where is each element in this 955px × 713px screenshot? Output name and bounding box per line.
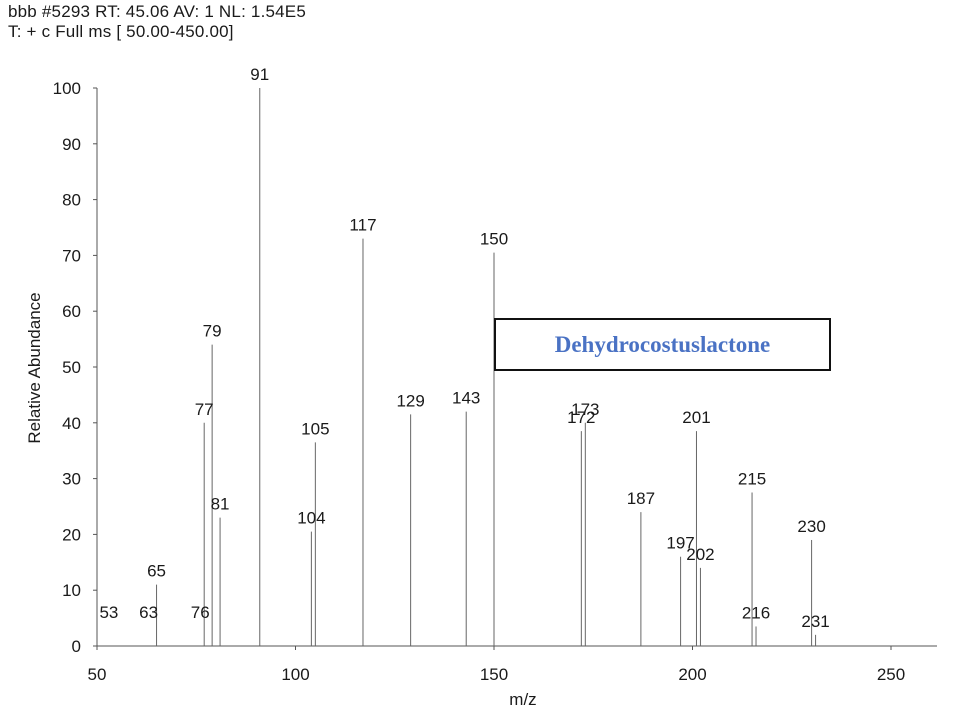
peak-label-197: 197 bbox=[666, 534, 694, 553]
peak-lines bbox=[156, 88, 817, 646]
peak-label-91: 91 bbox=[250, 65, 269, 84]
compound-name-label: Dehydrocostuslactone bbox=[554, 331, 771, 357]
peak-label-230: 230 bbox=[797, 517, 825, 536]
y-tick-label: 90 bbox=[62, 135, 81, 154]
x-tick-label: 250 bbox=[877, 665, 905, 684]
peak-label-216: 216 bbox=[742, 603, 770, 622]
y-tick-label: 80 bbox=[62, 191, 81, 210]
peak-label-53: 53 bbox=[99, 603, 118, 622]
scan-filter-header: T: + c Full ms [ 50.00-450.00] bbox=[8, 22, 234, 41]
peak-label-129: 129 bbox=[396, 391, 424, 410]
peak-label-105: 105 bbox=[301, 419, 329, 438]
y-tick-label: 70 bbox=[62, 246, 81, 265]
y-tick-label: 40 bbox=[62, 414, 81, 433]
y-tick-label: 30 bbox=[62, 470, 81, 489]
x-tick-label: 200 bbox=[678, 665, 706, 684]
y-tick-label: 0 bbox=[72, 637, 81, 656]
y-tick-label: 50 bbox=[62, 358, 81, 377]
x-tick-label: 50 bbox=[88, 665, 107, 684]
x-tick-label: 100 bbox=[281, 665, 309, 684]
peak-label-173: 173 bbox=[571, 400, 599, 419]
chart-axes: 0 10 20 30 40 50 60 70 80 90 100 50 100 150 200 250 m/z R… bbox=[25, 79, 937, 709]
y-tick-label: 20 bbox=[62, 525, 81, 544]
y-tick-label: 60 bbox=[62, 302, 81, 321]
peak-label-143: 143 bbox=[452, 389, 480, 408]
scan-info-header: bbb #5293 RT: 45.06 AV: 1 NL: 1.54E5 bbox=[8, 2, 306, 21]
peak-label-215: 215 bbox=[738, 470, 766, 489]
x-tick-label: 150 bbox=[480, 665, 508, 684]
peak-label-63: 63 bbox=[139, 603, 158, 622]
peak-label-65: 65 bbox=[147, 562, 166, 581]
peak-label-76: 76 bbox=[191, 603, 210, 622]
peak-label-150: 150 bbox=[480, 230, 508, 249]
peak-label-187: 187 bbox=[627, 489, 655, 508]
y-axis-title: Relative Abundance bbox=[25, 292, 44, 443]
y-tick-label: 100 bbox=[53, 79, 81, 98]
compound-annotation-box: Dehydrocostuslactone bbox=[494, 318, 831, 371]
peak-label-202: 202 bbox=[686, 545, 714, 564]
peak-label-231: 231 bbox=[801, 612, 829, 631]
peak-label-117: 117 bbox=[349, 216, 376, 235]
peak-label-77: 77 bbox=[195, 400, 214, 419]
peak-label-79: 79 bbox=[203, 322, 222, 341]
y-tick-label: 10 bbox=[62, 581, 81, 600]
peak-label-104: 104 bbox=[297, 509, 325, 528]
x-axis-title: m/z bbox=[509, 690, 536, 709]
peak-label-201: 201 bbox=[682, 408, 710, 427]
peak-label-172: 172 bbox=[567, 408, 595, 427]
peak-label-81: 81 bbox=[211, 495, 230, 514]
peak-labels: 53 63 65 76 77 79 81 91 104 105 117 129 143 150 172173… bbox=[99, 65, 829, 631]
